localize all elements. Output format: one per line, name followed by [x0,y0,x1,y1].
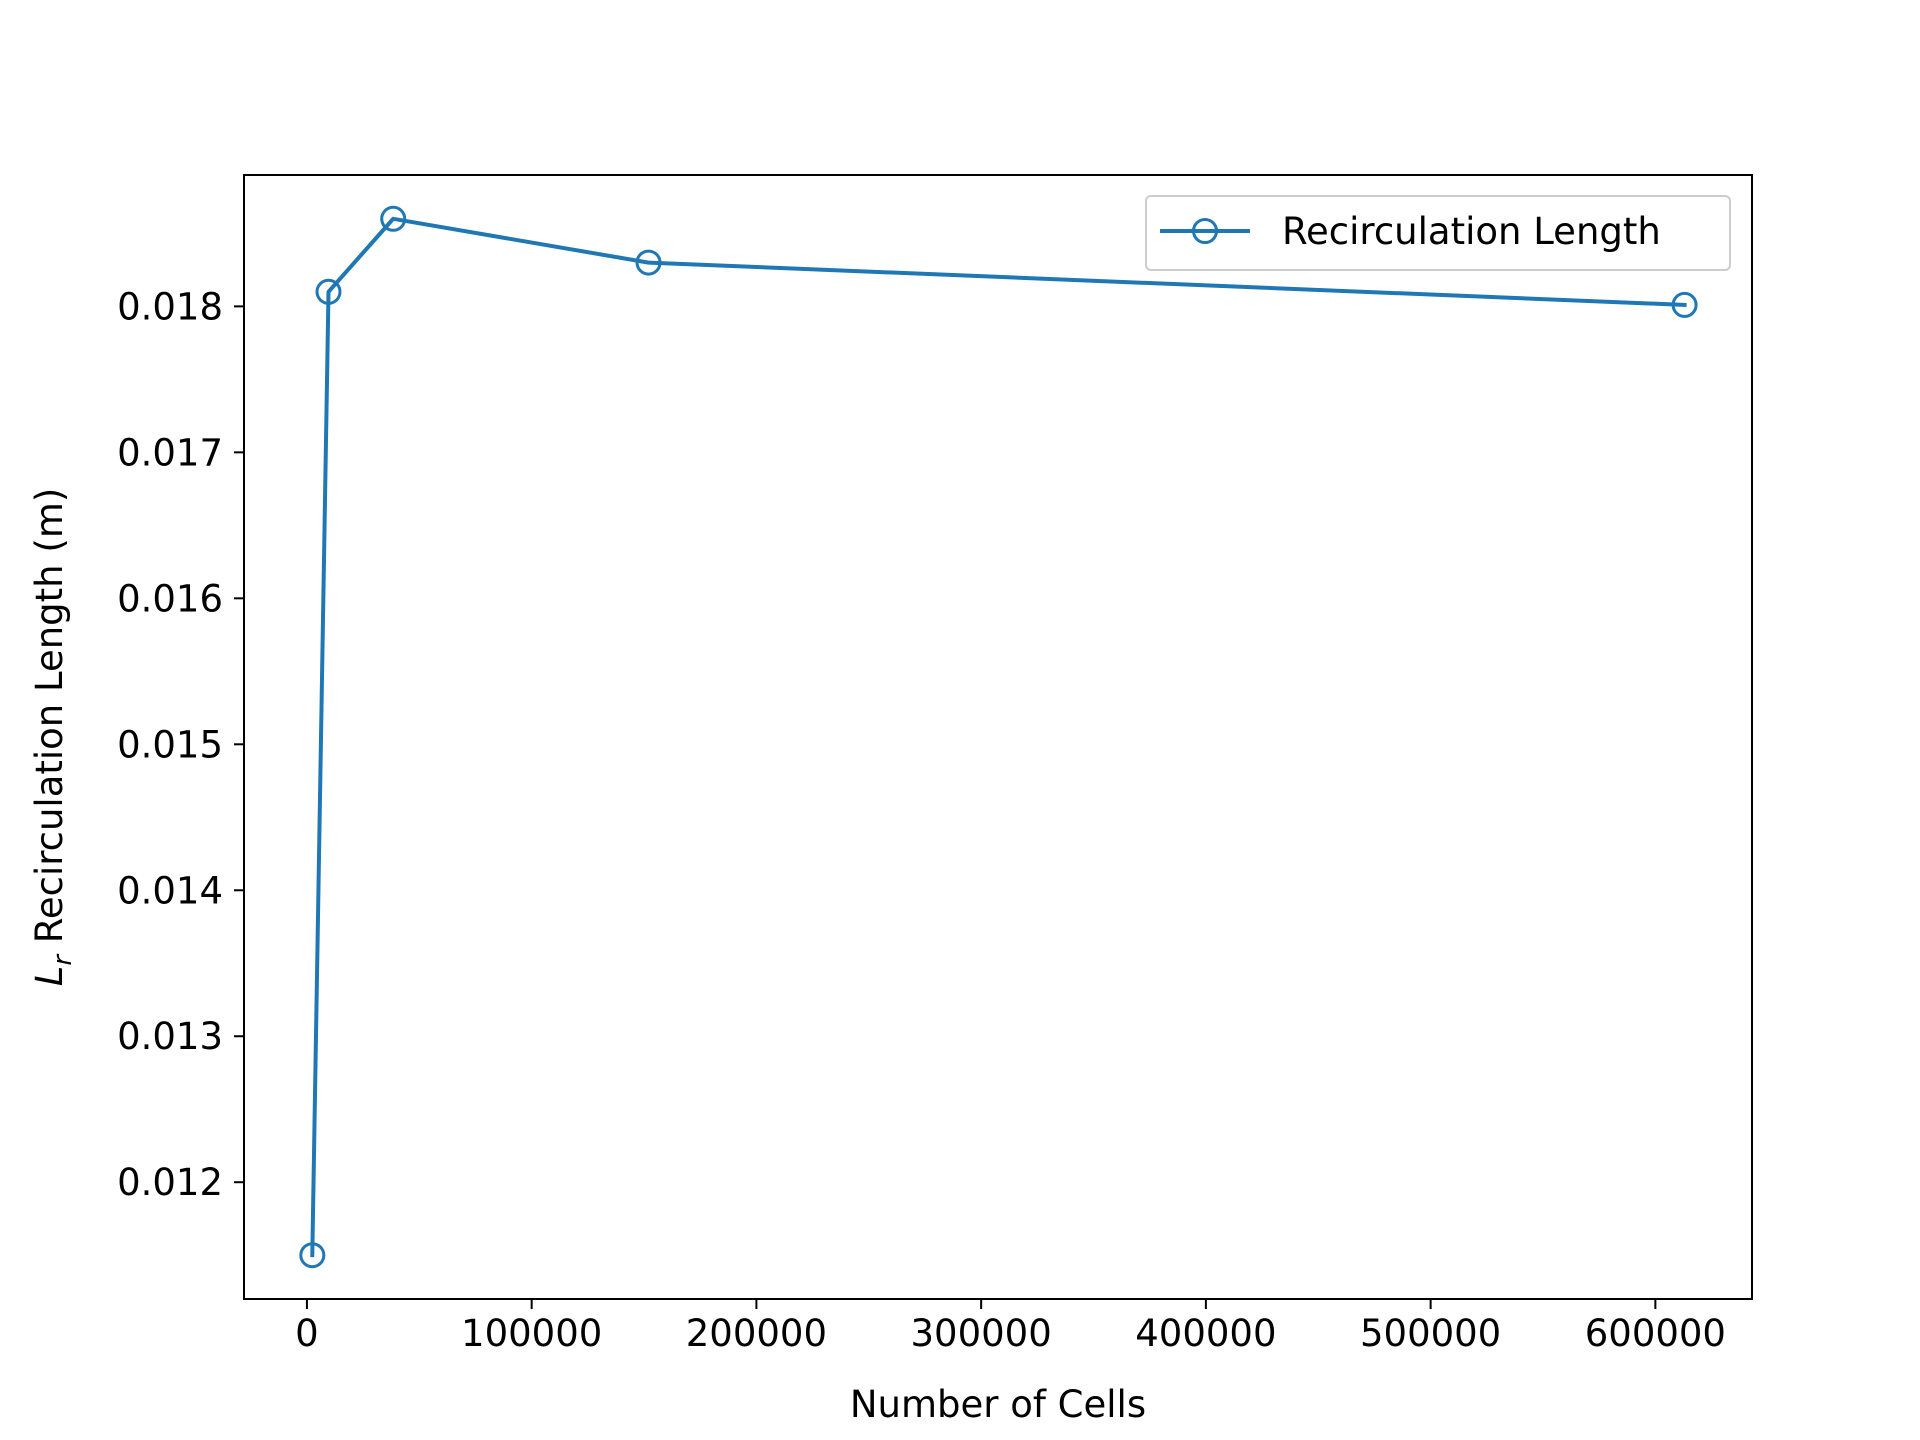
x-tick-label: 200000 [686,1312,827,1355]
y-tick-label: 0.017 [117,431,223,474]
legend-marker-sample [1192,218,1218,244]
data-point [299,1242,326,1269]
y-tick-label: 0.018 [117,285,223,328]
x-axis-ticks: 0 100000 200000 300000 400000 500000 600000 [295,1299,1726,1355]
data-point [635,249,662,276]
data-point [380,205,407,232]
y-axis-ticks: 0.012 0.013 0.014 0.015 0.016 0.017 0.018 [117,285,244,1204]
plot-frame [243,174,1753,1300]
legend-label: Recirculation Length [1282,210,1661,253]
x-tick-label: 100000 [461,1312,602,1355]
y-tick-label: 0.014 [117,869,223,912]
series-line [310,216,1687,1258]
x-tick-label: 600000 [1585,1312,1726,1355]
y-tick-label: 0.013 [117,1015,223,1058]
data-point [1671,291,1698,318]
legend-box [1145,195,1731,271]
y-axis-label-symbol: L [28,966,71,987]
y-axis-label-text: Recirculation Length (m) [28,488,71,955]
series-layer [299,205,1698,1269]
data-point [315,278,342,305]
y-tick-label: 0.015 [117,723,223,766]
x-axis-label: Number of Cells [850,1383,1146,1426]
x-tick-label: 500000 [1360,1312,1501,1355]
y-axis-label: Lr Recirculation Length (m) [28,488,78,987]
y-tick-label: 0.012 [117,1161,223,1204]
y-tick-label: 0.016 [117,577,223,620]
y-axis-label-subscript: r [48,953,78,966]
x-tick-label: 0 [295,1312,319,1355]
x-tick-label: 400000 [1135,1312,1276,1355]
x-tick-label: 300000 [911,1312,1052,1355]
legend: Recirculation Length [1145,195,1731,271]
plot-area [244,175,1752,1299]
